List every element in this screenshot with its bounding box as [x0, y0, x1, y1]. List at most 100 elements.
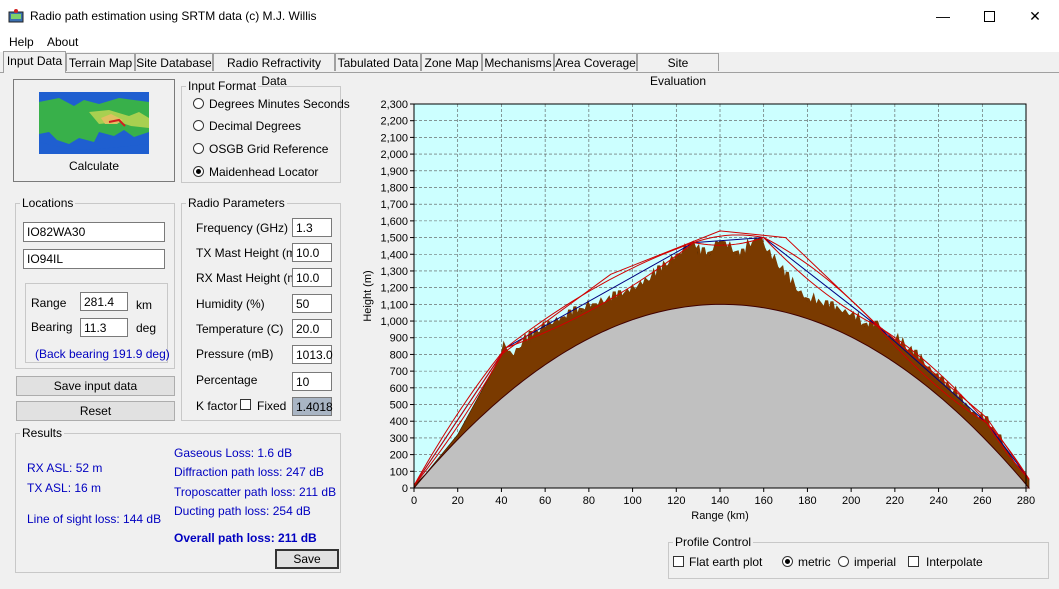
tab-site-evaluation[interactable]: Site Evaluation [637, 53, 719, 88]
reset-button[interactable]: Reset [16, 401, 175, 421]
x-axis-label: Range (km) [691, 510, 748, 522]
save-input-button[interactable]: Save input data [16, 376, 175, 396]
menu-help[interactable]: Help [9, 35, 34, 49]
flat-earth-checkbox[interactable] [673, 556, 684, 567]
temperature-input[interactable]: 20.0 [292, 319, 332, 338]
radio-dms[interactable] [193, 98, 204, 109]
site2-input[interactable]: IO94IL [23, 249, 165, 269]
y-tick-label: 1,200 [380, 283, 408, 295]
y-tick-label: 1,000 [380, 316, 408, 328]
los-segment [693, 237, 764, 244]
europe-map-icon [39, 92, 149, 154]
input-format-group [181, 86, 341, 183]
tab-terrain-map[interactable]: Terrain Map [66, 53, 135, 71]
close-button[interactable]: ✕ [1012, 0, 1058, 32]
radio-decimal[interactable] [193, 120, 204, 131]
calculate-button[interactable]: Calculate [13, 79, 175, 182]
percentage-label: Percentage [196, 373, 258, 387]
fresnel-lower [693, 237, 764, 246]
rx-mast-input[interactable]: 10.0 [292, 268, 332, 287]
flat-earth-label: Flat earth plot [689, 555, 763, 569]
x-tick-label: 200 [842, 495, 860, 507]
overall-loss: Overall path loss: 211 dB [174, 531, 317, 545]
humidity-input[interactable]: 50 [292, 294, 332, 313]
frequency-input[interactable]: 1.3 [292, 218, 332, 237]
x-tick-label: 260 [973, 495, 991, 507]
bearing-unit: deg [136, 321, 157, 335]
rx-asl: RX ASL: 52 m [27, 461, 103, 475]
fresnel-upper [693, 234, 764, 244]
rx-mast-label: RX Mast Height (m) [196, 271, 302, 285]
y-tick-label: 2,200 [380, 116, 408, 128]
radio-decimal-label: Decimal Degrees [209, 119, 302, 133]
diffraction-loss: Diffraction path loss: 247 dB [174, 465, 324, 479]
fresnel-upper [505, 242, 694, 349]
range-bearing-box [25, 283, 168, 363]
x-tick-label: 20 [452, 495, 464, 507]
temperature-label: Temperature (C) [196, 322, 284, 336]
range-label: Range [31, 296, 67, 310]
y-tick-label: 0 [402, 483, 408, 495]
los-segment [505, 242, 695, 349]
menu-bar: Help About [0, 32, 1059, 52]
radio-dms-label: Degrees Minutes Seconds [209, 97, 350, 111]
menu-about[interactable]: About [47, 35, 79, 49]
minimize-button[interactable]: — [920, 0, 966, 32]
interpolate-checkbox[interactable] [908, 556, 919, 567]
calculate-label: Calculate [68, 159, 120, 173]
pressure-input[interactable]: 1013.0 [292, 345, 333, 364]
path-profile-chart: 01002003004005006007008009001,0001,1001,… [362, 99, 1035, 522]
metric-label: metric [798, 555, 831, 569]
gaseous-loss: Gaseous Loss: 1.6 dB [174, 446, 293, 460]
radio-maidenhead[interactable] [193, 166, 204, 177]
x-tick-label: 80 [583, 495, 595, 507]
y-tick-label: 300 [390, 433, 408, 445]
y-tick-label: 1,400 [380, 249, 408, 261]
radio-osgb-label: OSGB Grid Reference [209, 142, 329, 156]
terrain-detail [499, 237, 1004, 451]
tab-area-coverage[interactable]: Area Coverage [554, 53, 637, 71]
range-unit: km [136, 298, 152, 312]
back-bearing: (Back bearing 191.9 deg) [35, 347, 170, 361]
y-tick-label: 600 [390, 383, 408, 395]
tab-site-database[interactable]: Site Database [135, 53, 213, 71]
interpolate-label: Interpolate [926, 555, 983, 569]
y-tick-label: 100 [390, 466, 408, 478]
y-tick-label: 200 [390, 450, 408, 462]
maximize-button[interactable] [966, 0, 1012, 32]
window-title: Radio path estimation using SRTM data (c… [30, 9, 317, 23]
los-segment [877, 325, 987, 424]
radio-imperial[interactable] [838, 556, 849, 567]
x-tick-label: 280 [1017, 495, 1035, 507]
fixed-checkbox[interactable] [240, 399, 251, 410]
tab-mechanisms[interactable]: Mechanisms [482, 53, 554, 71]
site1-input[interactable]: IO82WA30 [23, 222, 165, 242]
locations-title: Locations [20, 196, 76, 210]
x-tick-label: 140 [711, 495, 729, 507]
close-icon: ✕ [1029, 7, 1041, 24]
tx-asl: TX ASL: 16 m [27, 481, 102, 495]
fresnel-lower [876, 325, 987, 424]
y-tick-label: 1,800 [380, 182, 408, 194]
percentage-input[interactable]: 10 [292, 372, 332, 391]
save-button[interactable]: Save [275, 549, 339, 569]
fresnel-upper [413, 347, 507, 486]
title-bar: Radio path estimation using SRTM data (c… [0, 0, 1059, 32]
locations-group [15, 203, 175, 369]
tab-tabulated-data[interactable]: Tabulated Data [335, 53, 421, 71]
results-title: Results [20, 426, 65, 440]
y-tick-label: 800 [390, 349, 408, 361]
x-tick-label: 40 [495, 495, 507, 507]
tx-mast-input[interactable]: 10.0 [292, 243, 332, 262]
frequency-label: Frequency (GHz) [196, 221, 289, 235]
radio-metric[interactable] [782, 556, 793, 567]
x-tick-label: 160 [755, 495, 773, 507]
profile-control-group [668, 542, 1049, 579]
tab-zone-map[interactable]: Zone Map [421, 53, 482, 71]
tab-radio-refractivity[interactable]: Radio Refractivity Data [213, 53, 335, 88]
los-segment [763, 237, 878, 327]
tab-input-data[interactable]: Input Data [3, 51, 66, 73]
ducting-loss: Ducting path loss: 254 dB [174, 504, 311, 518]
x-tick-label: 180 [798, 495, 816, 507]
radio-osgb[interactable] [193, 143, 204, 154]
